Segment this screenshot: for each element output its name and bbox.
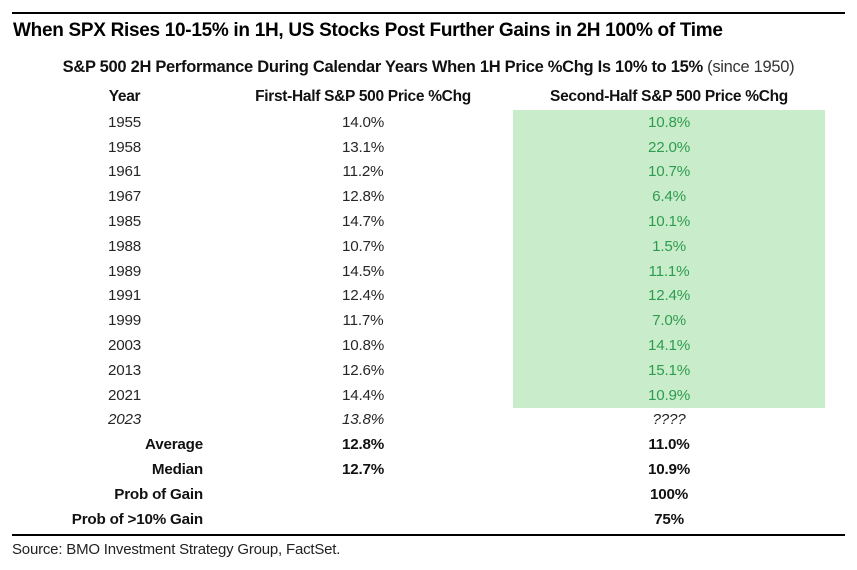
first-half-cell: 11.7% xyxy=(342,312,384,330)
second-half-cell: 11.0% xyxy=(648,436,690,454)
table-row: 1961 11.2% 10.7% xyxy=(12,159,825,185)
second-half-cell: 10.7% xyxy=(513,159,825,185)
table-row: 2003 10.8% 14.1% xyxy=(12,333,825,358)
col-header-year: Year xyxy=(108,88,141,105)
second-half-cell: 1.5% xyxy=(513,233,825,259)
first-half-cell: 14.4% xyxy=(341,386,385,404)
first-half-cell: 14.0% xyxy=(341,113,385,131)
summary-label: Prob of >10% Gain xyxy=(71,510,203,528)
subtitle-note: (since 1950) xyxy=(702,58,795,76)
source-attribution: Source: BMO Investment Strategy Group, F… xyxy=(12,540,341,558)
first-half-cell: 12.6% xyxy=(341,361,385,379)
second-half-cell: 15.1% xyxy=(513,357,825,383)
year-cell: 1961 xyxy=(108,163,141,181)
summary-label: Median xyxy=(151,461,203,479)
year-cell: 2021 xyxy=(108,386,141,404)
year-cell: 1991 xyxy=(108,287,141,305)
second-half-cell: 6.4% xyxy=(513,184,825,210)
summary-label: Average xyxy=(145,436,203,454)
summary-row-prob-gt10-gain: Prob of >10% Gain 75% xyxy=(12,507,825,532)
second-half-cell: 75% xyxy=(654,510,684,528)
header-gap xyxy=(489,84,513,110)
figure-title: When SPX Rises 10-15% in 1H, US Stocks P… xyxy=(13,20,723,41)
second-half-cell: 10.9% xyxy=(513,382,825,408)
table-row: 1989 14.5% 11.1% xyxy=(12,258,825,284)
year-cell: 2023 xyxy=(108,411,141,429)
second-half-cell: 10.1% xyxy=(513,209,825,234)
col-header-first-half: First-Half S&P 500 Price %Chg xyxy=(255,88,471,105)
table-row: 1967 12.8% 6.4% xyxy=(12,184,825,210)
table-row: 1958 13.1% 22.0% xyxy=(12,134,825,160)
first-half-cell xyxy=(237,482,489,507)
table-row: 1999 11.7% 7.0% xyxy=(12,308,825,334)
year-cell: 1955 xyxy=(108,113,141,131)
summary-label: Prob of Gain xyxy=(114,485,203,503)
bottom-rule xyxy=(12,533,845,536)
second-half-cell: 10.9% xyxy=(647,461,691,479)
second-half-cell: 100% xyxy=(649,485,689,503)
summary-row-prob-gain: Prob of Gain 100% xyxy=(12,482,825,507)
first-half-cell: 11.2% xyxy=(342,163,384,181)
table-row: 1988 10.7% 1.5% xyxy=(12,233,825,259)
second-half-cell: 14.1% xyxy=(513,333,825,358)
first-half-cell: 14.5% xyxy=(341,262,385,280)
year-cell: 2003 xyxy=(108,337,141,355)
first-half-cell: 12.7% xyxy=(341,461,385,479)
first-half-cell: 12.8% xyxy=(341,436,385,454)
first-half-cell: 12.8% xyxy=(341,188,385,206)
table-row: 1955 14.0% 10.8% xyxy=(12,110,825,135)
summary-row-average: Average 12.8% 11.0% xyxy=(12,432,825,457)
year-cell: 1999 xyxy=(108,312,141,330)
table-subtitle: S&P 500 2H Performance During Calendar Y… xyxy=(12,57,845,78)
table-row: 2021 14.4% 10.9% xyxy=(12,382,825,408)
first-half-cell: 14.7% xyxy=(341,213,385,231)
second-half-cell: 12.4% xyxy=(513,283,825,309)
report-figure: When SPX Rises 10-15% in 1H, US Stocks P… xyxy=(12,12,845,558)
subtitle-main: S&P 500 2H Performance During Calendar Y… xyxy=(62,58,704,76)
second-half-cell: 11.1% xyxy=(513,258,825,284)
year-cell: 1989 xyxy=(108,262,141,280)
first-half-cell: 10.8% xyxy=(341,337,385,355)
col-header-second-half: Second-Half S&P 500 Price %Chg xyxy=(550,88,788,105)
year-cell: 1988 xyxy=(108,237,141,255)
second-half-cell: ???? xyxy=(652,411,686,429)
first-half-cell: 12.4% xyxy=(341,287,385,305)
table-row: 2013 12.6% 15.1% xyxy=(12,357,825,383)
summary-row-median: Median 12.7% 10.9% xyxy=(12,457,825,482)
year-cell: 1967 xyxy=(108,188,141,206)
header-row: Year First-Half S&P 500 Price %Chg Secon… xyxy=(12,84,825,110)
table-row-2023: 2023 13.8% ???? xyxy=(12,408,825,433)
year-cell: 1985 xyxy=(108,213,141,231)
table-row: 1991 12.4% 12.4% xyxy=(12,283,825,309)
second-half-cell: 10.8% xyxy=(513,110,825,135)
second-half-cell: 7.0% xyxy=(513,308,825,334)
first-half-cell: 10.7% xyxy=(341,237,385,255)
first-half-cell xyxy=(237,507,489,532)
first-half-cell: 13.1% xyxy=(341,138,385,156)
top-rule xyxy=(12,12,845,14)
performance-table: Year First-Half S&P 500 Price %Chg Secon… xyxy=(12,84,825,532)
first-half-cell: 13.8% xyxy=(341,411,385,429)
table-row: 1985 14.7% 10.1% xyxy=(12,209,825,234)
year-cell: 1958 xyxy=(108,138,141,156)
second-half-cell: 22.0% xyxy=(513,134,825,160)
year-cell: 2013 xyxy=(108,361,141,379)
